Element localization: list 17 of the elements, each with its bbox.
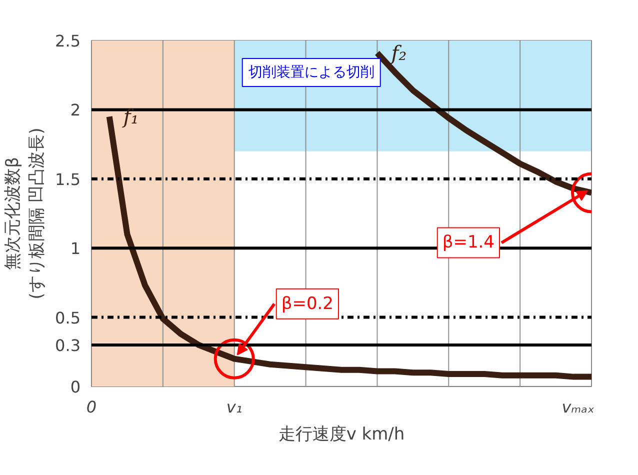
y-tick-label: 2 [70,100,81,120]
y-tick-label: 1 [70,239,81,258]
x-tick-label: vₘₐₓ [562,398,595,416]
y-tick-label: 1.5 [55,170,81,189]
x-tick-label: 0 [86,398,97,416]
series-label: f₂ [389,40,407,65]
series-label: f₁ [121,104,139,129]
y-tick-label: 0.5 [55,308,81,328]
annotation: β=0.2 [281,294,334,314]
y-axis-title: 無次元化波数β (すり板間隔 凹凸波長) [3,128,48,300]
band-label: 切削装置による切削 [248,64,374,80]
y-tick-label: 2.5 [55,32,81,50]
y-tick-label: 0.3 [55,336,81,355]
x-tick-label: v₁ [226,398,242,416]
annotation: β=1.4 [442,232,495,253]
y-tick-label: 0 [70,378,81,396]
x-axis-title: 走行速度v km/h [278,424,405,444]
